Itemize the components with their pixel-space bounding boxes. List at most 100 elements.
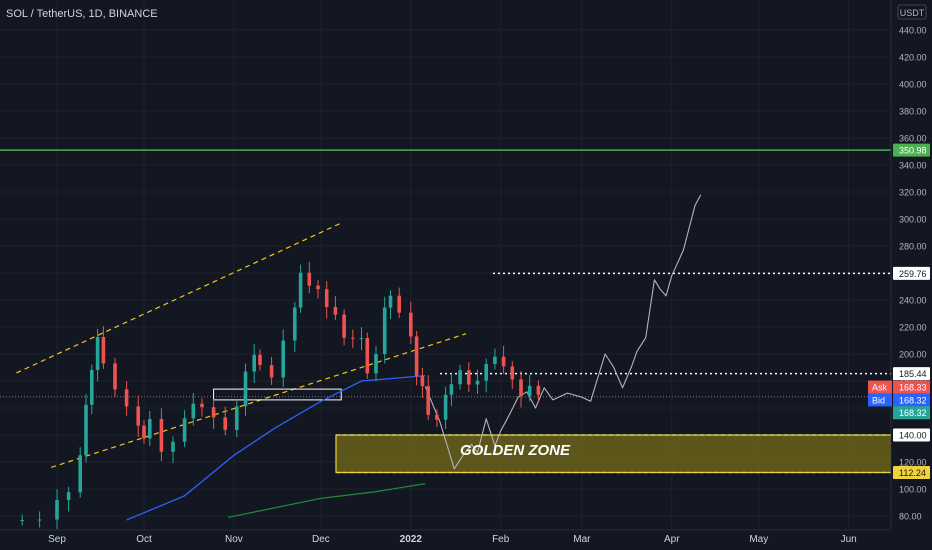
golden-zone-fill: [336, 435, 891, 473]
price-tick-label: 340.00: [899, 161, 927, 171]
last-price-bg: [893, 406, 930, 420]
candle-body: [359, 338, 364, 340]
candle-body: [493, 356, 497, 364]
candle-body: [426, 386, 430, 415]
candle-body: [211, 407, 216, 418]
candle-body: [316, 285, 320, 290]
candle-body: [37, 519, 42, 521]
candle-body: [182, 418, 187, 442]
ma-fast-line: [126, 374, 426, 521]
golden-zone-rect: [335, 434, 892, 474]
candle-body: [484, 363, 488, 381]
candle-body: [435, 414, 439, 420]
candle-body: [467, 370, 471, 385]
bid-value: 168.32: [899, 395, 927, 405]
time-axis-label: Mar: [573, 534, 591, 545]
ask-value-bg: [893, 380, 930, 394]
candle-body: [281, 340, 285, 378]
symbol-title: SOL / TetherUS, 1D, BINANCE: [6, 8, 158, 20]
candle-body: [342, 314, 346, 338]
time-axis-label: Nov: [225, 534, 243, 545]
candle-body: [414, 336, 419, 376]
bid-label: Bid: [872, 395, 885, 405]
price-tick-label: 100.00: [899, 485, 927, 495]
price-tick-label: 220.00: [899, 323, 927, 333]
candle-body: [519, 379, 523, 396]
price-tick-label: 200.00: [899, 350, 927, 360]
candle-body: [501, 356, 506, 367]
price-tags: 350.98 259.76 185.44 140.00 112.24 Ask 168.33 B…: [868, 143, 930, 479]
ask-label: Ask: [872, 383, 888, 393]
time-axis-label: Feb: [492, 534, 510, 545]
target-mid-price-tag: 185.44: [899, 369, 927, 379]
ask-value: 168.33: [899, 383, 927, 393]
price-tick-label: 320.00: [899, 188, 927, 198]
candle-body: [351, 337, 355, 339]
candle-body: [374, 354, 378, 374]
golden-zone-label: GOLDEN ZONE: [460, 442, 571, 459]
candle-body: [84, 404, 88, 456]
candle-body: [20, 520, 24, 522]
channel-lower-line: [51, 333, 467, 468]
candle-body: [191, 403, 196, 419]
candle-body: [324, 289, 329, 308]
ask-label-bg: [868, 380, 892, 394]
drawings: [0, 149, 891, 521]
price-tick-label: 120.00: [899, 458, 927, 468]
candle-body: [78, 455, 82, 493]
candle-body: [113, 363, 117, 390]
channel-upper-line: [16, 222, 342, 374]
candle-body: [365, 338, 370, 374]
candle-body: [510, 366, 515, 380]
resistance-price-tag-bg: [893, 143, 930, 157]
price-tick-label: 80.00: [899, 512, 922, 522]
candle-body: [148, 419, 152, 439]
price-tick-label: 300.00: [899, 215, 927, 225]
target-high-price-tag-bg: [893, 266, 930, 280]
price-tick-label: 420.00: [899, 53, 927, 63]
candle-body: [307, 272, 312, 286]
candle-body: [536, 385, 541, 395]
candle-body: [200, 403, 204, 408]
candle-body: [101, 336, 106, 364]
candle-body: [223, 417, 227, 430]
candle-body: [136, 406, 140, 426]
time-axis[interactable]: Sep Oct Nov Dec 2022 Feb Mar Apr May Jun: [48, 534, 857, 545]
time-axis-label: Jun: [841, 534, 857, 545]
candle-body: [333, 307, 338, 315]
time-axis-label: 2022: [400, 534, 423, 545]
candle-body: [458, 370, 462, 385]
price-tick-label: 380.00: [899, 107, 927, 117]
candle-body: [269, 365, 274, 378]
candle-body: [124, 389, 129, 407]
consolidation-box: [213, 388, 342, 401]
grid: [0, 0, 891, 530]
target-high-price-tag: 259.76: [899, 269, 927, 279]
currency-button[interactable]: [897, 4, 927, 20]
ma-slow-line: [227, 482, 426, 519]
time-axis-label: Dec: [312, 534, 330, 545]
price-tick-label: 440.00: [899, 26, 927, 36]
candle-body: [90, 369, 94, 405]
candle-body: [388, 295, 393, 308]
bid-value-bg: [893, 393, 930, 407]
candle-body: [171, 441, 175, 452]
candle-body: [397, 295, 401, 313]
candle-body: [142, 425, 146, 439]
candle-body: [409, 312, 413, 337]
time-axis-label: Oct: [136, 534, 152, 545]
candle-body: [527, 385, 532, 396]
target-mid-price-tag-bg: [893, 367, 930, 381]
zone-top-price-tag: 140.00: [899, 431, 927, 441]
candle-body: [55, 500, 59, 520]
projection-path: [424, 194, 702, 470]
candle-body: [252, 354, 256, 372]
candle-body: [235, 406, 239, 430]
candle-body: [66, 492, 71, 501]
time-axis-label: Apr: [664, 534, 680, 545]
candle-body: [475, 380, 480, 385]
time-axis-label: Sep: [48, 534, 66, 545]
candle-body: [382, 307, 387, 354]
price-tick-label: 280.00: [899, 242, 927, 252]
